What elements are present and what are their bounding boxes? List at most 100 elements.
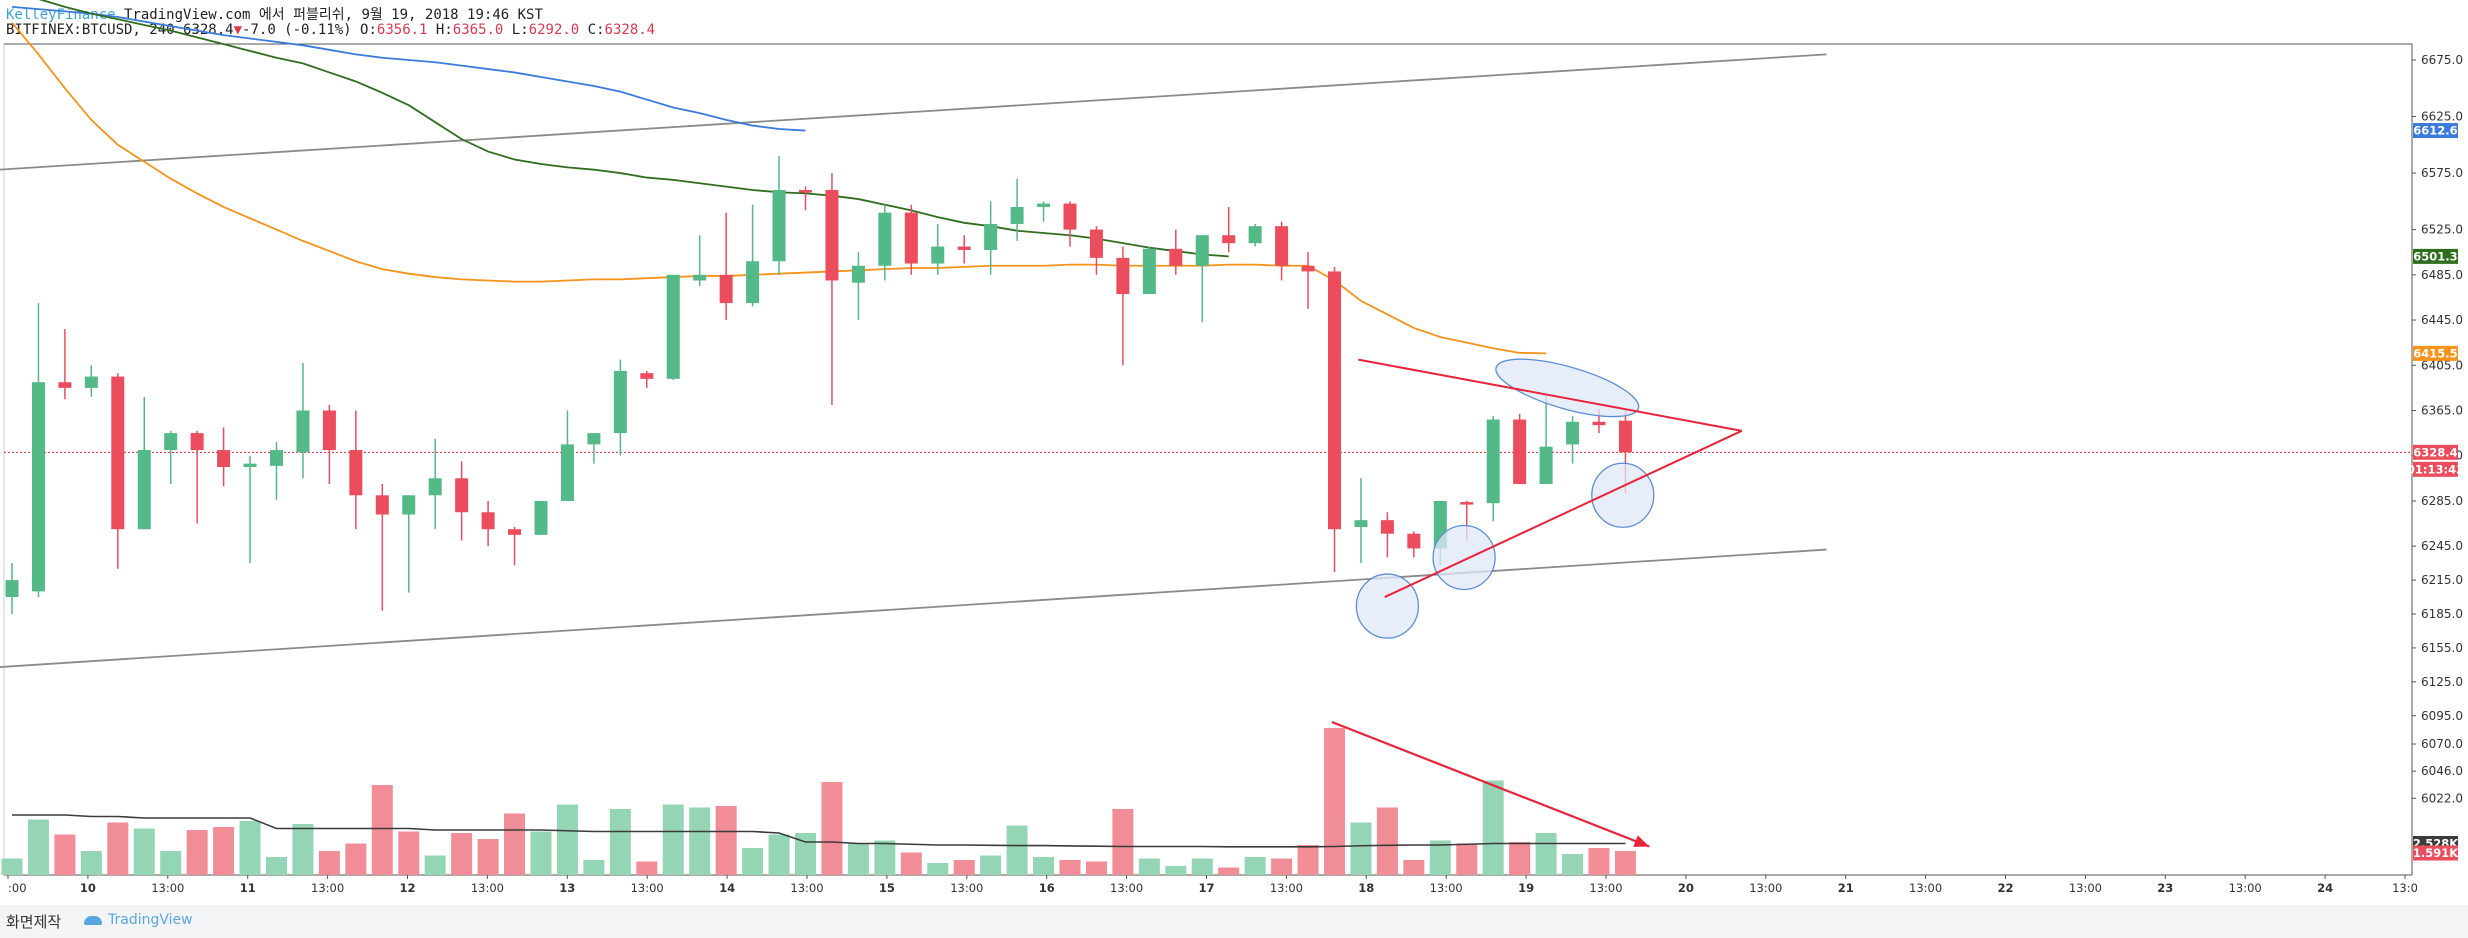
volume-bar xyxy=(715,806,737,875)
time-tick-label: 14 xyxy=(719,881,735,895)
chart-footer: 화면제작 TradingView xyxy=(0,905,2468,938)
candle-body[interactable] xyxy=(455,478,469,513)
volume-bar xyxy=(1218,867,1240,875)
candle-body[interactable] xyxy=(1010,206,1024,224)
candle-body[interactable] xyxy=(402,495,416,515)
candle-body[interactable] xyxy=(1486,419,1500,504)
candle-body[interactable] xyxy=(904,212,918,264)
highlight-ellipse[interactable] xyxy=(1355,573,1420,639)
volume-bar xyxy=(213,827,235,875)
candle-body[interactable] xyxy=(772,190,786,262)
price-tick-label: 6625.0 xyxy=(2421,110,2463,124)
highlight-ellipse-wide[interactable] xyxy=(1490,347,1644,428)
volume-bar xyxy=(1244,857,1266,875)
time-tick-label: 23 xyxy=(2157,881,2173,895)
ma-long-line xyxy=(11,5,806,132)
candle-body[interactable] xyxy=(349,450,363,496)
candle-body[interactable] xyxy=(1089,229,1103,258)
candle-body[interactable] xyxy=(1380,520,1394,534)
price-chart[interactable]: 6675.0 6625.0 6575.0 6525.0 6485.0 6445.0 6405… xyxy=(0,0,2468,905)
candle-body[interactable] xyxy=(270,450,283,466)
volume-bar xyxy=(54,834,76,875)
volume-bar xyxy=(1535,833,1557,875)
candle-body[interactable] xyxy=(931,246,945,264)
candle-body[interactable] xyxy=(746,261,760,304)
candle-body[interactable] xyxy=(137,450,151,530)
candle-body[interactable] xyxy=(1195,235,1209,266)
candle-body[interactable] xyxy=(851,265,865,283)
candle-body[interactable] xyxy=(190,433,204,451)
candle-body[interactable] xyxy=(1222,235,1236,244)
candle-body[interactable] xyxy=(217,450,231,468)
plot-area[interactable] xyxy=(3,43,2413,876)
candle-body[interactable] xyxy=(5,580,19,598)
price-tick-label: 6155.0 xyxy=(2421,641,2463,655)
candle-body[interactable] xyxy=(957,246,971,250)
candle-body[interactable] xyxy=(111,376,125,530)
candle-body[interactable] xyxy=(508,529,522,535)
volume-arrow-line[interactable] xyxy=(1331,720,1650,848)
price-tick-label: 6245.0 xyxy=(2421,539,2463,553)
volume-bar xyxy=(583,860,605,875)
candle-body[interactable] xyxy=(322,410,336,451)
triangle-lower-line[interactable] xyxy=(1384,429,1743,598)
candle-body[interactable] xyxy=(1063,203,1077,230)
candle-body[interactable] xyxy=(58,382,72,388)
candle-body[interactable] xyxy=(84,376,98,388)
time-tick-label: 13:00 xyxy=(471,881,504,895)
candle-body[interactable] xyxy=(1248,226,1262,244)
candle-body[interactable] xyxy=(1513,419,1527,484)
candle-body[interactable] xyxy=(1539,446,1553,484)
candle-body[interactable] xyxy=(1566,421,1580,445)
candle-body[interactable] xyxy=(164,433,178,451)
publish-line: KelleyFinance TradingView.com 에서 퍼블리쉬, 9… xyxy=(6,4,543,24)
candle-body[interactable] xyxy=(534,500,548,535)
candle-body[interactable] xyxy=(666,274,680,379)
candle-body[interactable] xyxy=(1142,248,1156,295)
candle-body[interactable] xyxy=(1169,248,1183,266)
candle-body[interactable] xyxy=(1354,520,1368,527)
candle-body[interactable] xyxy=(1301,265,1315,272)
high-value: 6365.0 xyxy=(452,22,504,38)
candle-body[interactable] xyxy=(1460,502,1474,505)
candle-body[interactable] xyxy=(1407,533,1421,549)
price-tick-label: 6405.0 xyxy=(2421,358,2463,372)
highlight-ellipse[interactable] xyxy=(1432,524,1496,591)
candle-body[interactable] xyxy=(296,410,310,453)
candle-body[interactable] xyxy=(1037,203,1051,207)
candle-body[interactable] xyxy=(1116,257,1130,295)
candle-body[interactable] xyxy=(984,223,998,250)
candle-body[interactable] xyxy=(587,433,601,445)
candle-body[interactable] xyxy=(719,274,733,304)
candle-body[interactable] xyxy=(878,212,892,266)
candle-body[interactable] xyxy=(693,274,707,281)
candle-body[interactable] xyxy=(825,190,839,281)
candle-body[interactable] xyxy=(243,463,257,468)
candle-body[interactable] xyxy=(1618,420,1632,453)
candle-body[interactable] xyxy=(640,373,654,379)
candle-body[interactable] xyxy=(799,190,812,193)
candle-body[interactable] xyxy=(1328,271,1341,530)
brand-name[interactable]: KelleyFinance xyxy=(6,7,116,23)
price-tick-label: 6095.0 xyxy=(2421,709,2463,723)
candle-body[interactable] xyxy=(31,382,45,592)
candle-body[interactable] xyxy=(613,370,627,434)
time-tick-label: :00 xyxy=(8,881,27,895)
price-tick-label: 6365.0 xyxy=(2421,403,2463,417)
candle-body[interactable] xyxy=(428,478,442,496)
volume-bar xyxy=(1403,860,1425,875)
volume-bar xyxy=(133,828,155,875)
channel-lower-line[interactable] xyxy=(0,548,1827,668)
volume-bar xyxy=(795,833,816,875)
volume-last-tag-bg xyxy=(2413,845,2458,861)
volume-bar xyxy=(742,848,764,875)
candle-body[interactable] xyxy=(375,495,389,515)
candle-body[interactable] xyxy=(1592,421,1606,426)
time-tick-label: 13:00 xyxy=(151,881,184,895)
candle-body[interactable] xyxy=(1275,226,1289,266)
channel-upper-line[interactable] xyxy=(0,53,1827,171)
triangle-upper-line[interactable] xyxy=(1358,358,1743,432)
candle-body[interactable] xyxy=(560,444,574,501)
tradingview-logo[interactable]: TradingView xyxy=(84,912,193,928)
candle-body[interactable] xyxy=(481,512,495,530)
